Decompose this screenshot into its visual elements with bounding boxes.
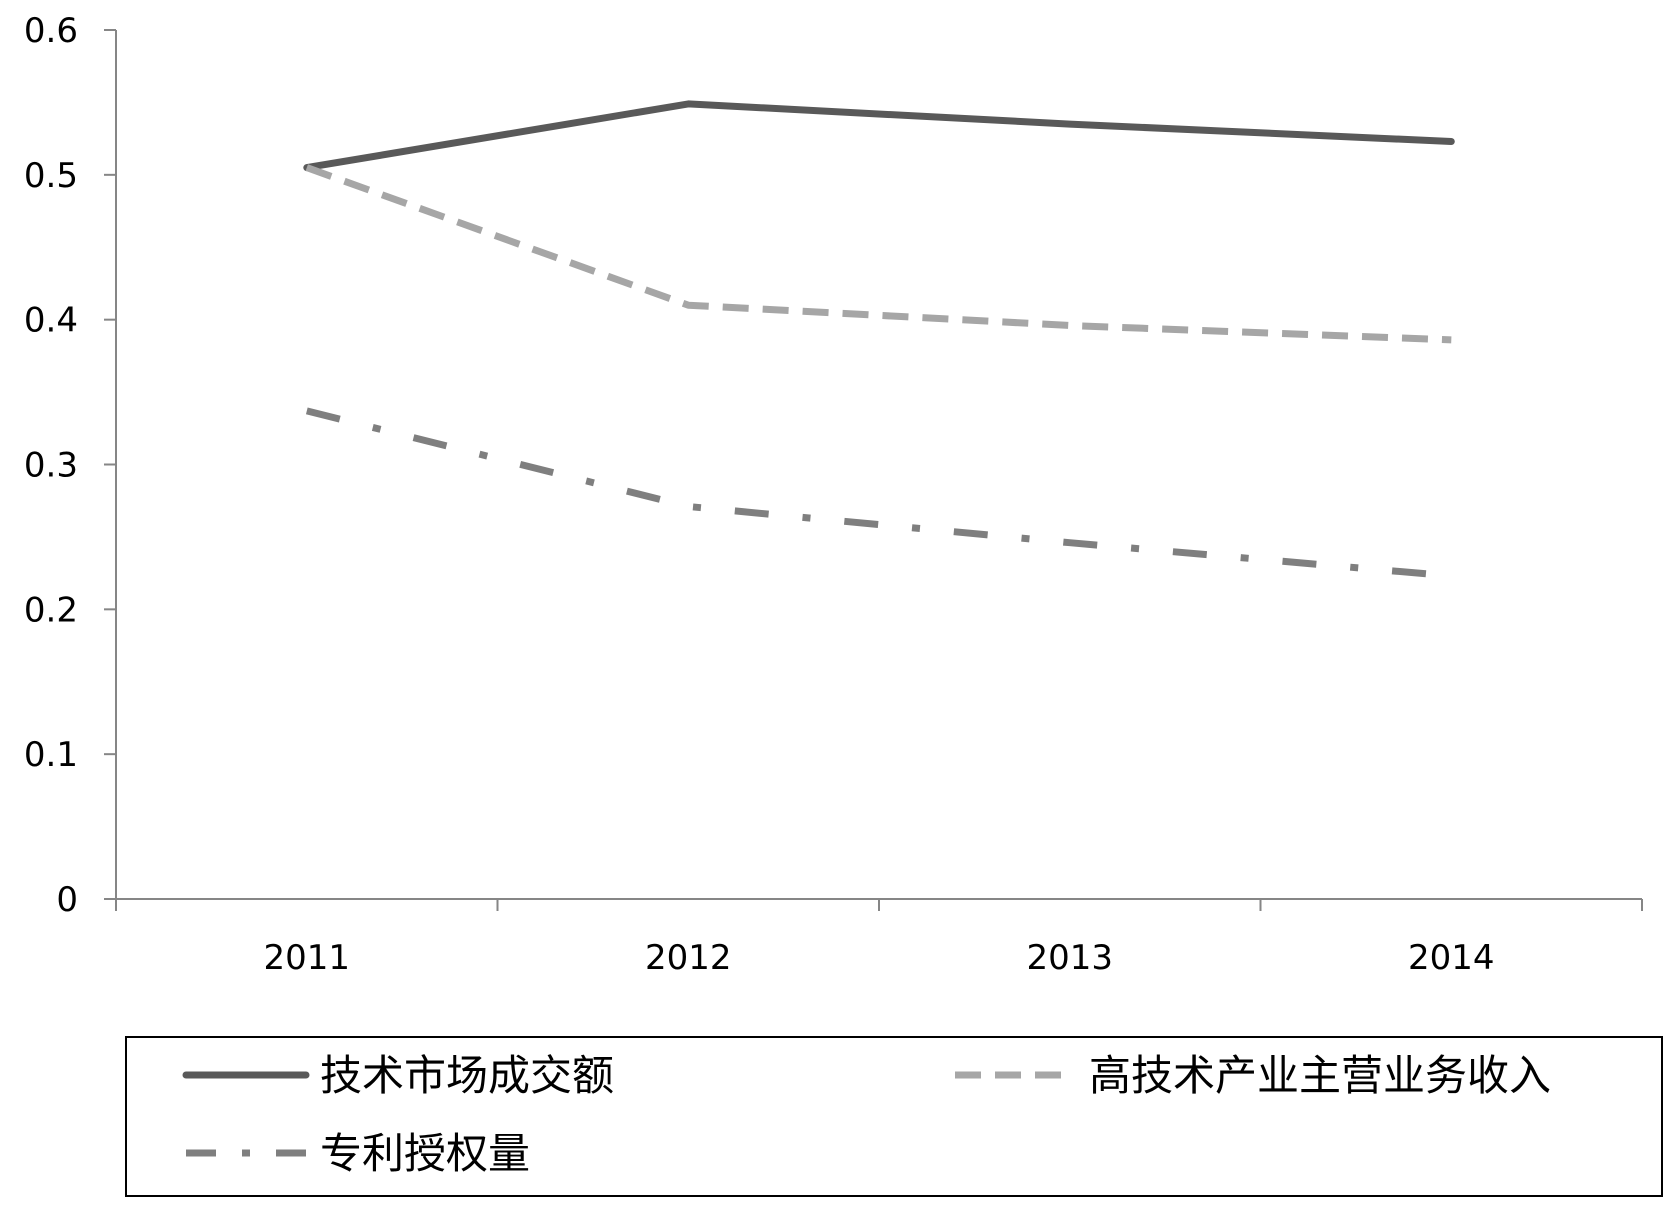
y-tick-label: 0.5 — [24, 156, 78, 196]
x-tick-label: 2011 — [263, 938, 350, 978]
y-tick-label: 0.4 — [24, 301, 78, 341]
legend-box — [125, 1036, 1663, 1197]
y-tick-label: 0.1 — [24, 735, 78, 775]
data-point — [1448, 573, 1455, 580]
x-tick-label: 2012 — [645, 938, 732, 978]
x-tick-label: 2014 — [1408, 938, 1495, 978]
data-point — [303, 164, 310, 171]
y-tick-label: 0.2 — [24, 590, 78, 630]
series-line-2 — [305, 164, 1452, 344]
data-point — [1066, 539, 1073, 546]
data-point — [1448, 336, 1455, 343]
legend-label-3: 专利授权量 — [320, 1129, 530, 1178]
legend-label-1: 技术市场成交额 — [320, 1051, 614, 1100]
data-point — [685, 302, 692, 309]
axes: 0 0.1 0.2 0.3 0.4 0.5 0.6 2011 2012 2013 2014 — [24, 11, 1643, 978]
y-tick-label: 0.6 — [24, 11, 78, 51]
series-line-1 — [303, 100, 1455, 172]
y-tick-label: 0.3 — [24, 446, 78, 486]
x-tick-label: 2013 — [1026, 938, 1113, 978]
data-point — [1448, 138, 1455, 145]
legend-label-2: 高技术产业主营业务收入 — [1089, 1051, 1551, 1100]
data-point — [303, 407, 310, 414]
data-point — [1066, 322, 1073, 329]
series-lines — [303, 100, 1455, 580]
data-point — [685, 503, 692, 510]
data-point — [1066, 121, 1073, 128]
series-line-3 — [305, 407, 1452, 580]
data-point — [685, 100, 692, 107]
y-tick-label: 0 — [56, 880, 78, 920]
